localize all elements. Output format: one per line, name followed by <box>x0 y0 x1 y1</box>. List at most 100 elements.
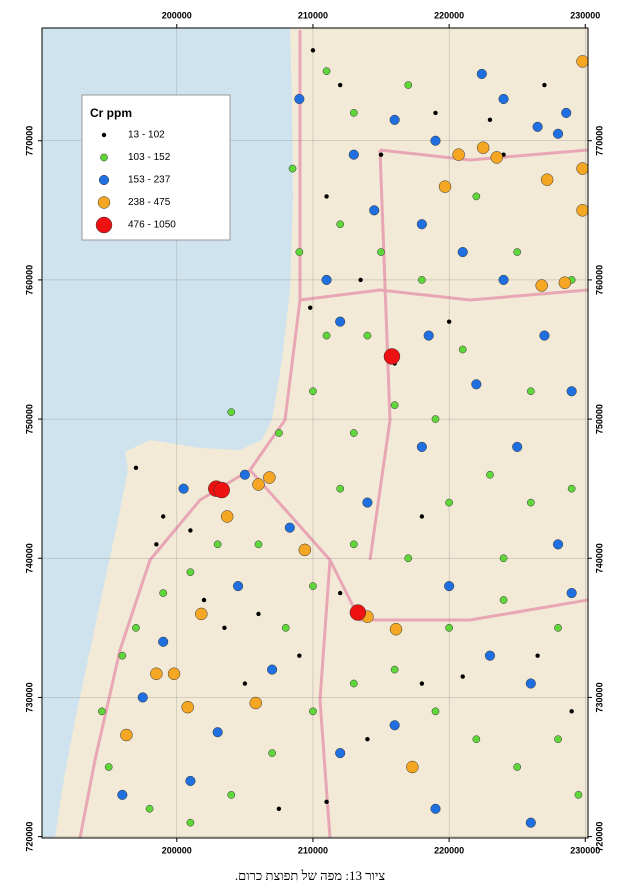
sample-point <box>281 623 290 632</box>
sample-point <box>460 674 465 679</box>
legend-label: 13 - 102 <box>128 130 165 141</box>
sample-point <box>416 219 427 230</box>
sample-point <box>389 622 403 636</box>
sample-point <box>98 707 106 716</box>
sample-point <box>535 653 540 658</box>
sample-point <box>201 597 207 603</box>
sample-point <box>499 554 508 563</box>
sample-point <box>322 331 331 340</box>
sample-point <box>476 141 490 154</box>
legend-box <box>81 94 231 241</box>
sample-point <box>222 625 227 631</box>
sample-point <box>227 791 236 799</box>
legend-title: Cr ppm <box>90 106 132 120</box>
y-tick-label: 770000 <box>24 126 34 156</box>
sample-point <box>576 55 588 68</box>
sample-point <box>431 707 440 716</box>
sample-point <box>542 82 547 88</box>
sample-point <box>322 67 331 75</box>
sample-point <box>365 736 370 742</box>
sample-point <box>390 665 399 674</box>
sample-point <box>490 151 504 164</box>
sample-point <box>416 441 427 452</box>
sample-point <box>552 128 564 139</box>
y-tick-label: 750000 <box>24 404 34 434</box>
y-tick-label: 760000 <box>594 265 604 295</box>
sample-point <box>242 681 248 686</box>
sample-point <box>526 498 535 507</box>
sample-point <box>476 68 487 79</box>
sample-point <box>309 707 317 716</box>
sample-point <box>295 248 304 256</box>
sample-point <box>526 387 535 396</box>
legend-label: 103 - 152 <box>128 152 171 163</box>
sample-point <box>276 806 282 811</box>
legend-label: 476 - 1050 <box>128 220 176 231</box>
sample-point <box>335 748 346 759</box>
sample-point <box>554 623 562 632</box>
sample-point <box>535 279 548 292</box>
sample-point <box>336 484 345 493</box>
sample-point <box>195 607 208 621</box>
sample-point <box>445 623 453 632</box>
legend: Cr ppm 13 - 102 103 - 152 153 - 237 238 - 4… <box>81 94 231 241</box>
sample-point <box>298 543 312 557</box>
y-tick-label: 730000 <box>24 682 34 712</box>
sample-point <box>452 148 465 161</box>
sample-point <box>321 274 332 285</box>
sample-point <box>349 604 367 621</box>
sample-point <box>471 379 482 390</box>
sample-point <box>369 205 380 216</box>
sample-point <box>268 749 276 757</box>
x-tick-label: 210000 <box>298 845 328 855</box>
x-tick-label: 230000 <box>570 10 600 20</box>
sample-point <box>446 319 452 324</box>
sample-point <box>566 588 577 599</box>
sample-point <box>324 799 329 805</box>
sample-point <box>137 692 148 703</box>
sample-point <box>249 696 263 710</box>
sample-point <box>378 152 384 157</box>
sample-point <box>358 277 363 283</box>
sample-point <box>212 727 223 738</box>
sample-point <box>233 581 244 592</box>
coordinate-ticks: 200000 200000 210000 210000 220000 220000 2300… <box>24 10 604 855</box>
sample-point <box>576 204 588 217</box>
sample-point <box>337 82 343 88</box>
caption: ציור 13: מפה של תפוצת כרום. <box>235 868 385 883</box>
sample-point <box>377 248 385 256</box>
sample-point <box>383 348 401 365</box>
sample-point <box>574 791 583 799</box>
sample-point <box>252 478 265 491</box>
sample-point <box>458 345 467 354</box>
sample-point <box>404 81 413 89</box>
sample-point <box>444 581 455 592</box>
sample-point <box>418 276 426 284</box>
x-tick-label: 220000 <box>434 10 464 20</box>
sample-point <box>558 276 572 289</box>
sample-point <box>256 611 261 617</box>
sample-point <box>167 667 181 681</box>
sample-point <box>389 720 400 731</box>
sample-point <box>337 590 343 596</box>
sample-point <box>288 164 297 173</box>
sample-point <box>554 735 562 744</box>
sample-point <box>561 107 572 118</box>
sample-point <box>404 554 413 563</box>
x-tick-label: 230000 <box>570 845 600 855</box>
sample-point <box>294 93 305 105</box>
map-frame <box>41 27 589 839</box>
sample-point <box>499 596 508 604</box>
x-tick-label: 210000 <box>298 10 328 20</box>
x-tick-label: 200000 <box>162 845 192 855</box>
sample-point <box>263 471 276 484</box>
legend-label: 153 - 237 <box>128 175 171 186</box>
y-tick-label: 760000 <box>24 265 34 295</box>
sample-point <box>133 465 139 470</box>
sample-point <box>487 117 493 123</box>
sample-point <box>362 497 373 508</box>
sample-point <box>132 623 140 632</box>
sample-point <box>430 135 441 146</box>
sample-point <box>498 274 509 285</box>
